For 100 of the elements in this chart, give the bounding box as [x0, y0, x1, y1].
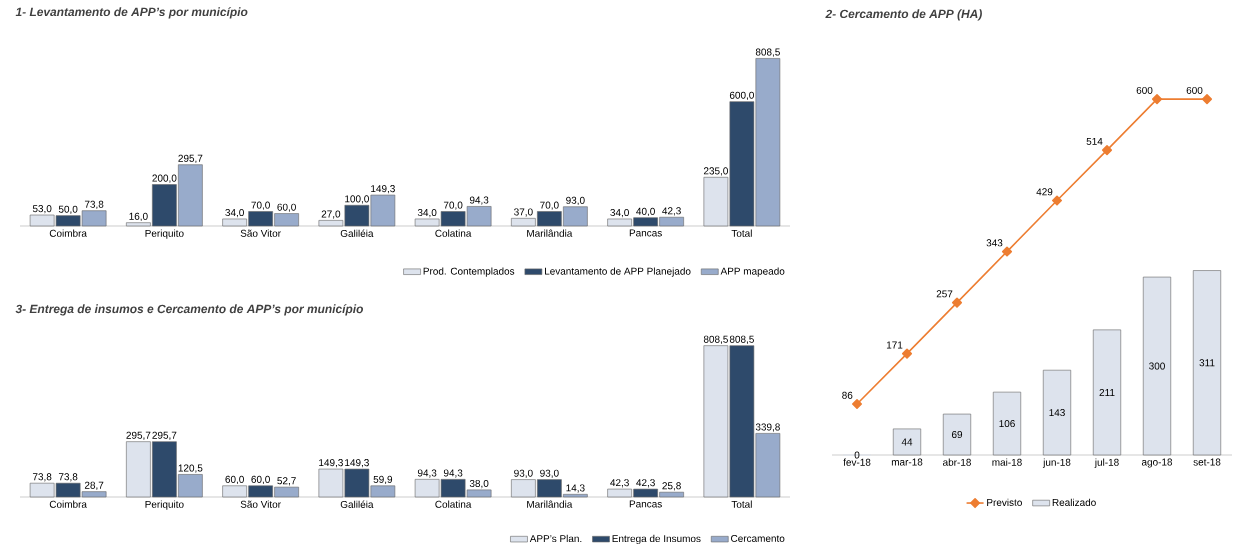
chart-title: 2- Cercamento de APP (HA) — [825, 9, 982, 21]
x-tick-label: set-18 — [1193, 458, 1221, 466]
data-label: 86 — [842, 391, 853, 399]
x-tick-label: Galiléia — [340, 229, 374, 237]
data-label: 429 — [1036, 188, 1053, 196]
data-label: 295,7 — [152, 431, 177, 440]
data-label: 235,0 — [703, 167, 728, 176]
x-tick-label: Marilândia — [527, 500, 573, 508]
x-tick-label: fev-18 — [843, 458, 871, 466]
data-label: 100,0 — [345, 195, 369, 204]
data-label: 28,7 — [84, 481, 104, 490]
point — [1001, 246, 1013, 257]
data-label: 149,3 — [345, 459, 369, 468]
data-label: 73,8 — [58, 473, 78, 482]
chart-title: 1- Levantamento de APP’s por município — [15, 7, 248, 19]
legend-label: Previsto — [987, 498, 1022, 506]
data-label: 600,0 — [729, 91, 754, 100]
data-label: 52,7 — [277, 477, 296, 486]
data-label: 94,3 — [469, 196, 489, 205]
data-label: 60,0 — [225, 475, 244, 485]
legend-label: APP mapeado — [720, 267, 785, 277]
data-label: 59,9 — [373, 475, 393, 485]
point — [1051, 195, 1063, 206]
point — [901, 348, 913, 359]
x-tick-label: Colatina — [435, 229, 472, 237]
data-label: 149,3 — [319, 459, 343, 468]
data-label: 42,3 — [610, 479, 629, 488]
data-label: 50,0 — [58, 205, 78, 214]
data-label: 94,3 — [443, 469, 463, 478]
legend-label: Entrega de Insumos — [612, 534, 701, 545]
data-label: 200,0 — [152, 174, 177, 183]
data-label: 93,0 — [540, 469, 559, 478]
data-label: 600 — [1186, 86, 1203, 94]
x-tick-label: Total — [731, 229, 752, 237]
bar — [942, 413, 972, 456]
data-label: 16,0 — [129, 212, 148, 221]
data-label: 343 — [986, 239, 1003, 247]
data-label: 295,7 — [126, 431, 151, 440]
x-tick-label: Galiléia — [340, 500, 374, 508]
data-label: 600 — [1136, 86, 1153, 94]
x-tick-label: Pancas — [629, 229, 662, 237]
data-label: 295,7 — [178, 154, 203, 164]
data-label: 27,0 — [321, 210, 341, 219]
data-label: 70,0 — [251, 201, 270, 210]
data-label: 171 — [886, 341, 903, 349]
data-label: 257 — [936, 290, 953, 298]
data-label: 25,8 — [662, 482, 681, 491]
x-tick-label: Periquito — [145, 500, 184, 510]
x-tick-label: mar-18 — [891, 458, 923, 466]
legend-label: APP’s Plan. — [529, 534, 582, 543]
data-label: 38,0 — [469, 479, 489, 489]
legend-label: Prod. Contemplados — [423, 267, 515, 277]
data-label: 339,8 — [755, 423, 780, 432]
data-label: 34,0 — [225, 209, 244, 218]
data-label: 60,0 — [277, 203, 296, 212]
data-label: 93,0 — [566, 196, 585, 206]
x-tick-label: Coimbra — [49, 229, 87, 237]
bar — [992, 391, 1022, 456]
data-label: 300 — [1149, 362, 1165, 370]
x-tick-label: São Vitor — [240, 500, 281, 508]
data-label: 42,3 — [662, 207, 681, 216]
data-label: 149,3 — [371, 185, 395, 194]
x-tick-label: São Vitor — [240, 229, 281, 237]
data-label: 70,0 — [540, 201, 559, 210]
data-label: 94,3 — [417, 469, 437, 478]
data-label: 37,0 — [514, 208, 533, 217]
chart-title: 3- Entrega de insumos e Cercamento de APP’s por município — [15, 304, 364, 316]
data-label: 808,5 — [755, 48, 780, 57]
data-label: 93,0 — [514, 469, 533, 478]
data-label: 69 — [951, 431, 963, 439]
legend-label: Cercamento — [731, 534, 785, 542]
data-label: 211 — [1099, 388, 1115, 396]
x-tick-label: Periquito — [145, 229, 184, 239]
data-label: 53,0 — [32, 205, 52, 214]
data-label: 73,8 — [32, 473, 52, 482]
bar — [1192, 270, 1222, 456]
x-tick-label: abr-18 — [943, 458, 971, 466]
data-label: 44 — [901, 438, 913, 446]
bar — [1042, 369, 1072, 456]
bar — [892, 428, 922, 456]
x-tick-label: jul-18 — [1094, 458, 1119, 468]
data-label: 60,0 — [251, 475, 270, 485]
x-tick-label: jun-18 — [1042, 458, 1071, 468]
data-label: 42,3 — [636, 479, 655, 488]
point — [1151, 94, 1163, 105]
x-tick-label: Pancas — [629, 500, 662, 508]
data-label: 311 — [1199, 359, 1215, 367]
data-label: 40,0 — [636, 207, 655, 217]
data-label: 808,5 — [703, 335, 728, 344]
data-label: 514 — [1086, 137, 1103, 145]
x-tick-label: Coimbra — [49, 500, 87, 508]
point — [1201, 94, 1213, 105]
x-tick-label: ago-18 — [1141, 458, 1173, 468]
x-tick-label: Marilândia — [527, 229, 573, 237]
data-label: 73,8 — [84, 200, 104, 210]
bar — [1092, 329, 1122, 456]
x-tick-label: mai-18 — [992, 458, 1022, 466]
data-label: 14,3 — [566, 484, 585, 493]
data-label: 34,0 — [417, 209, 437, 218]
data-label: 106 — [999, 420, 1015, 428]
